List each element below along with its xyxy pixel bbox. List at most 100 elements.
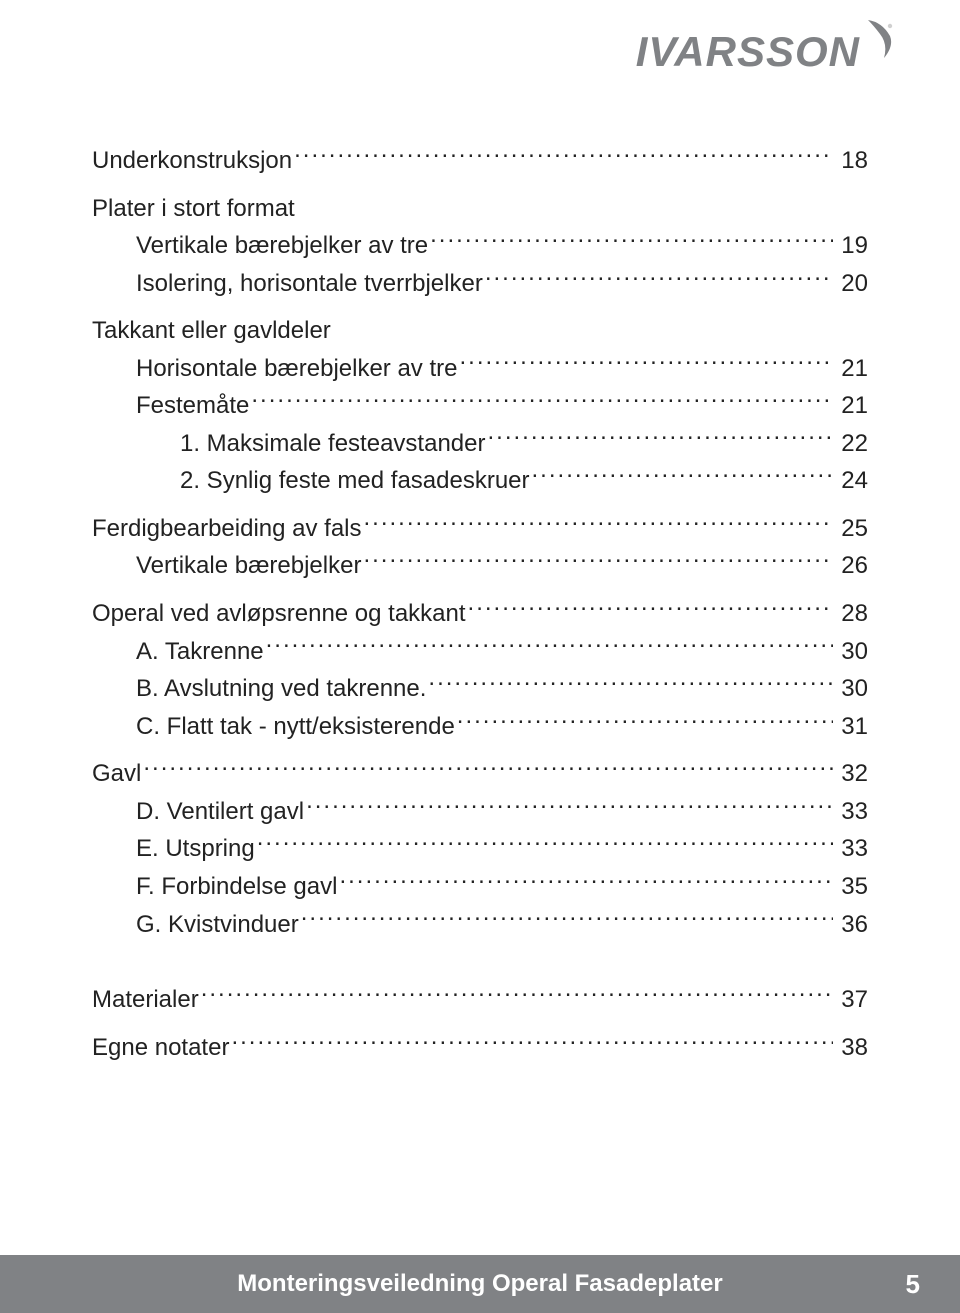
toc-entry-leader [143,755,833,781]
toc-entry: Festemåte 21 [92,387,868,425]
toc-group: Egne notater 38 [92,1028,868,1066]
toc-entry-leader [430,227,833,253]
toc-group: Takkant eller gavldelerHorisontale bæreb… [92,312,868,500]
page-footer: Monteringsveiledning Operal Fasadeplater… [0,1255,960,1313]
toc-entry-leader [294,142,833,168]
toc-entry: D. Ventilert gavl 33 [92,792,868,830]
toc-entry-label: Underkonstruksjon [92,142,292,179]
toc-group: Ferdigbearbeiding av fals 25Vertikale bær… [92,509,868,584]
toc-group: Underkonstruksjon 18 [92,142,868,180]
toc-entry-page: 32 [835,755,868,792]
toc-entry-label: Ferdigbearbeiding av fals [92,510,362,547]
toc-entry-page: 33 [835,793,868,830]
toc-entry-label: 2. Synlig feste med fasadeskruer [180,462,530,499]
toc-entry-leader [428,670,833,696]
toc-entry: F. Forbindelse gavl 35 [92,868,868,906]
toc-entry-label: Horisontale bærebjelker av tre [136,350,457,387]
brand-logo-text: IVARSSON [636,28,860,76]
toc-entry-leader [251,387,833,413]
toc-entry: Underkonstruksjon 18 [92,142,868,180]
toc-entry-leader [485,264,833,290]
brand-logo-icon [866,18,896,60]
toc-entry: Ferdigbearbeiding av fals 25 [92,509,868,547]
brand-logo: IVARSSON [636,28,896,76]
toc-entry: Gavl 32 [92,755,868,793]
toc-entry-page: 20 [835,265,868,302]
toc-entry-leader [231,1028,833,1054]
toc-group: Gavl 32D. Ventilert gavl33E. Utspring33F… [92,755,868,943]
toc-entry: Vertikale bærebjelker26 [92,547,868,585]
toc-group: Plater i stort formatVertikale bærebjelk… [92,190,868,302]
toc-entry-label: A. Takrenne [136,633,264,670]
toc-entry-label: Egne notater [92,1029,229,1066]
toc-entry-label: B. Avslutning ved takrenne. [136,670,426,707]
toc-entry-label: Materialer [92,981,199,1018]
toc-entry-label: G. Kvistvinduer [136,906,299,943]
toc-entry: Isolering, horisontale tverrbjelker 20 [92,264,868,302]
toc-entry-label: 1. Maksimale festeavstander [180,425,485,462]
toc-entry-leader [364,509,834,535]
toc-entry-label: Takkant eller gavldeler [92,312,331,349]
toc-entry-page: 21 [835,350,868,387]
toc-entry-leader [201,981,834,1007]
toc-entry-label: Plater i stort format [92,190,295,227]
toc-entry: Operal ved avløpsrenne og takkant 28 [92,595,868,633]
toc-entry-page: 25 [835,510,868,547]
toc-entry-leader [306,792,833,818]
toc-entry: G. Kvistvinduer 36 [92,905,868,943]
toc-entry-page: 38 [835,1029,868,1066]
toc-entry-page: 37 [835,981,868,1018]
toc-entry-leader [459,349,833,375]
toc-entry: Takkant eller gavldeler [92,312,868,349]
toc-entry: Materialer 37 [92,981,868,1019]
toc-entry-label: D. Ventilert gavl [136,793,304,830]
toc-entry-leader [257,830,834,856]
toc-entry-leader [266,632,834,658]
toc-entry-page: 24 [835,462,868,499]
toc-entry-page: 35 [835,868,868,905]
toc-entry: A. Takrenne 30 [92,632,868,670]
toc-spacer [92,953,868,981]
toc-group: Materialer 37 [92,981,868,1019]
footer-title: Monteringsveiledning Operal Fasadeplater [237,1270,722,1298]
toc-entry-page: 19 [835,227,868,264]
toc-entry: Vertikale bærebjelker av tre 19 [92,227,868,265]
toc-entry-page: 31 [835,708,868,745]
footer-page-number: 5 [906,1269,920,1300]
toc-entry-leader [301,905,834,931]
toc-entry: 1. Maksimale festeavstander 22 [92,424,868,462]
toc-entry-label: Festemåte [136,387,249,424]
toc-entry: C. Flatt tak - nytt/eksisterende 31 [92,707,868,745]
toc-entry-label: Vertikale bærebjelker av tre [136,227,428,264]
toc-entry-leader [339,868,833,894]
toc-entry-label: Isolering, horisontale tverrbjelker [136,265,483,302]
toc-entry-leader [457,707,834,733]
toc-entry-label: Operal ved avløpsrenne og takkant [92,595,466,632]
toc-entry-page: 30 [835,670,868,707]
toc-entry: Plater i stort format [92,190,868,227]
toc-entry: E. Utspring 33 [92,830,868,868]
table-of-contents: Underkonstruksjon 18 Plater i stort format… [92,142,868,1076]
toc-entry-leader [468,595,834,621]
toc-entry-label: E. Utspring [136,830,255,867]
toc-entry-label: Gavl [92,755,141,792]
toc-entry-page: 22 [835,425,868,462]
toc-entry-page: 33 [835,830,868,867]
toc-entry-page: 21 [835,387,868,424]
toc-entry-page: 28 [835,595,868,632]
toc-entry-page: 26 [835,547,868,584]
toc-entry: 2. Synlig feste med fasadeskruer 24 [92,462,868,500]
toc-entry: B. Avslutning ved takrenne. 30 [92,670,868,708]
toc-entry: Horisontale bærebjelker av tre 21 [92,349,868,387]
toc-entry-page: 36 [835,906,868,943]
toc-entry-label: C. Flatt tak - nytt/eksisterende [136,708,455,745]
toc-group: Operal ved avløpsrenne og takkant28A. Ta… [92,595,868,745]
toc-entry: Egne notater 38 [92,1028,868,1066]
toc-entry-leader [363,547,833,573]
toc-entry-page: 18 [835,142,868,179]
toc-entry-leader [532,462,834,488]
toc-entry-label: F. Forbindelse gavl [136,868,337,905]
document-page: IVARSSON Underkonstruksjon 18 Plater i sto… [0,0,960,1313]
toc-entry-page: 30 [835,633,868,670]
toc-entry-leader [487,424,833,450]
